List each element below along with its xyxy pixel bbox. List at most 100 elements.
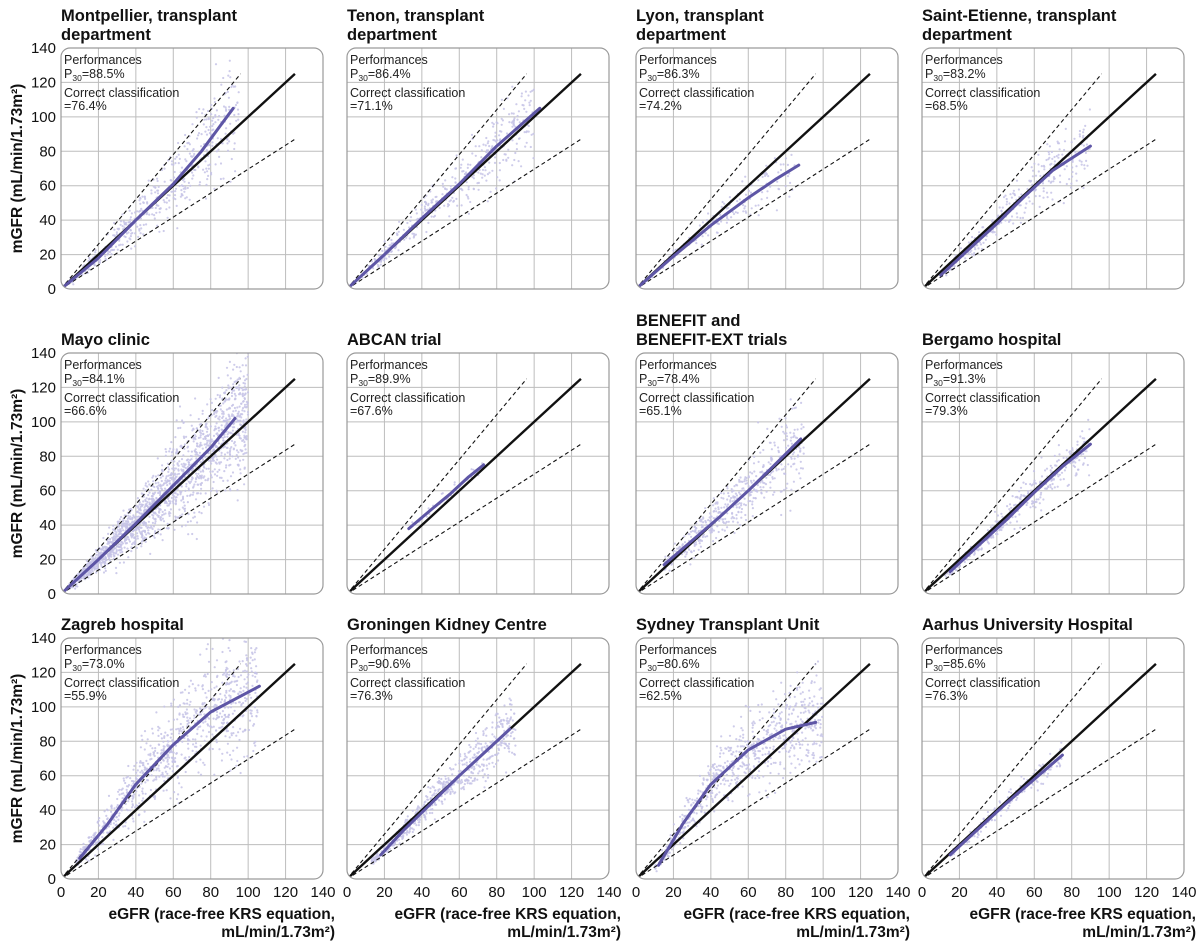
data-point <box>721 200 724 204</box>
data-point <box>162 229 165 233</box>
data-point <box>163 509 167 512</box>
data-point <box>246 405 249 408</box>
data-point <box>1056 485 1059 488</box>
data-point <box>244 357 247 360</box>
data-point <box>217 118 220 121</box>
data-point <box>143 748 146 751</box>
data-point <box>482 143 485 146</box>
data-point <box>139 505 142 508</box>
data-point <box>202 433 205 436</box>
data-point <box>506 97 509 100</box>
data-point <box>193 483 196 486</box>
data-point <box>234 170 237 173</box>
data-point <box>729 500 732 503</box>
data-point <box>707 519 710 522</box>
data-point <box>150 526 153 529</box>
data-point <box>802 452 805 455</box>
data-point <box>205 118 208 121</box>
data-point <box>498 179 501 182</box>
data-point <box>183 190 186 193</box>
data-point <box>430 201 433 204</box>
data-point <box>211 119 214 122</box>
data-point <box>181 506 184 509</box>
data-point <box>179 727 182 730</box>
data-point <box>1015 179 1019 182</box>
data-point <box>785 426 789 429</box>
data-point <box>186 716 189 719</box>
data-point <box>754 497 757 500</box>
data-point <box>151 727 154 730</box>
correct-classification-value: =65.1% <box>639 404 682 418</box>
data-point <box>145 223 148 226</box>
data-point <box>129 515 132 518</box>
data-point <box>1057 475 1060 478</box>
data-point <box>222 177 225 180</box>
data-point <box>161 469 164 472</box>
data-point <box>224 91 227 95</box>
data-point <box>113 807 116 810</box>
data-point <box>471 152 474 155</box>
data-point <box>491 145 494 148</box>
data-point <box>1000 528 1003 532</box>
data-point <box>472 468 475 471</box>
data-point <box>1059 181 1062 184</box>
data-point <box>164 477 168 480</box>
data-point <box>138 229 141 232</box>
data-point <box>1048 153 1051 156</box>
data-point <box>158 510 161 513</box>
data-point <box>451 196 454 199</box>
data-point <box>195 451 198 454</box>
data-point <box>685 553 688 556</box>
data-point <box>243 440 246 444</box>
data-point <box>211 733 214 736</box>
data-point <box>148 515 151 518</box>
data-point <box>185 459 188 462</box>
data-point <box>200 145 203 148</box>
data-point <box>982 226 985 229</box>
data-point <box>162 199 165 202</box>
data-point <box>980 247 984 251</box>
data-point <box>745 479 748 482</box>
data-point <box>142 500 145 503</box>
data-point <box>221 673 225 676</box>
data-point <box>184 133 187 137</box>
data-point <box>800 401 803 404</box>
data-point <box>202 721 205 724</box>
data-point <box>116 248 119 251</box>
data-point <box>1018 497 1021 500</box>
data-point <box>1065 456 1068 459</box>
data-point <box>153 778 156 781</box>
data-point <box>204 691 207 695</box>
data-point <box>198 451 201 454</box>
data-point <box>182 187 185 190</box>
data-point <box>225 446 228 449</box>
data-point <box>123 525 126 528</box>
data-point <box>245 663 248 666</box>
data-point <box>795 468 798 471</box>
data-point <box>122 561 125 564</box>
data-point <box>114 533 117 536</box>
data-point <box>243 410 246 413</box>
data-point <box>196 137 199 140</box>
data-point <box>220 476 223 479</box>
data-point <box>230 394 234 398</box>
data-point <box>250 712 253 715</box>
data-point <box>377 254 380 257</box>
data-point <box>801 467 805 470</box>
data-point <box>209 125 212 128</box>
data-point <box>196 728 199 731</box>
y-tick-label: 20 <box>39 247 56 264</box>
data-point <box>243 405 246 408</box>
data-point <box>498 169 501 172</box>
data-point <box>207 502 210 505</box>
data-point <box>227 413 230 416</box>
data-point <box>125 223 128 226</box>
data-point <box>1048 145 1051 148</box>
data-point <box>200 477 203 480</box>
data-point <box>190 155 193 158</box>
data-point <box>153 217 156 220</box>
data-point <box>142 223 145 226</box>
data-point <box>129 228 132 232</box>
data-point <box>167 474 170 477</box>
data-point <box>128 523 131 526</box>
